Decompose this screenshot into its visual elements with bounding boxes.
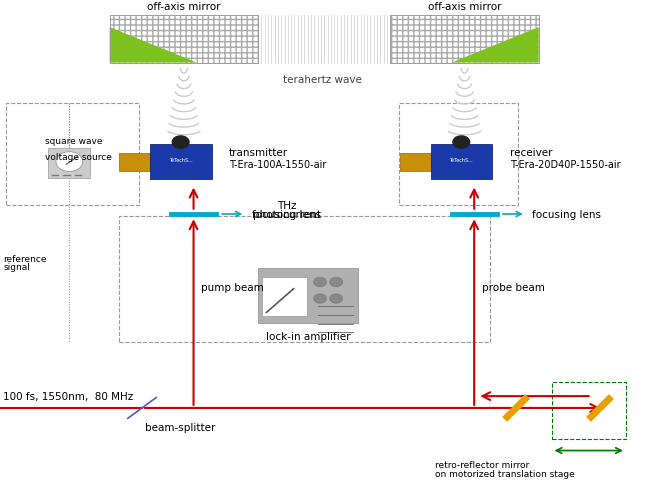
Circle shape xyxy=(453,137,470,149)
Circle shape xyxy=(313,277,326,287)
Bar xyxy=(390,16,539,63)
Text: voltage source: voltage source xyxy=(45,152,112,161)
Bar xyxy=(48,148,90,179)
Text: reference: reference xyxy=(3,255,47,264)
Text: on motorized translation stage: on motorized translation stage xyxy=(436,469,575,479)
Text: TeTechS...: TeTechS... xyxy=(450,158,473,163)
Circle shape xyxy=(172,137,189,149)
Text: photocurrent: photocurrent xyxy=(253,210,321,219)
Text: beam-splitter: beam-splitter xyxy=(145,422,216,432)
Polygon shape xyxy=(452,28,539,63)
Circle shape xyxy=(330,294,343,304)
Text: off-axis mirror: off-axis mirror xyxy=(147,1,220,12)
Bar xyxy=(110,16,258,63)
Circle shape xyxy=(313,294,326,304)
Text: T-Era-20D40P-1550-air: T-Era-20D40P-1550-air xyxy=(510,160,620,170)
Bar xyxy=(258,269,358,323)
Text: TeTechS...: TeTechS... xyxy=(169,158,192,163)
Text: transmitter: transmitter xyxy=(229,147,288,157)
Bar xyxy=(258,16,390,63)
Bar xyxy=(390,16,539,63)
Text: THz: THz xyxy=(278,200,297,210)
Circle shape xyxy=(330,277,343,287)
Bar xyxy=(552,382,626,439)
Bar xyxy=(110,16,258,63)
Text: focusing lens: focusing lens xyxy=(252,210,320,219)
Text: focusing lens: focusing lens xyxy=(532,210,601,219)
Bar xyxy=(110,16,258,63)
Text: terahertz wave: terahertz wave xyxy=(283,75,362,85)
Bar xyxy=(262,277,307,316)
Bar xyxy=(398,104,518,205)
Text: 100 fs, 1550nm,  80 MHz: 100 fs, 1550nm, 80 MHz xyxy=(3,391,133,401)
Text: signal: signal xyxy=(3,262,30,271)
Text: lock-in amplifier: lock-in amplifier xyxy=(266,332,350,342)
Bar xyxy=(6,104,138,205)
Text: pump beam: pump beam xyxy=(202,283,264,293)
Bar xyxy=(390,16,539,63)
Bar xyxy=(120,154,150,172)
Text: probe beam: probe beam xyxy=(482,283,545,293)
Text: retro-reflector mirror: retro-reflector mirror xyxy=(436,460,530,469)
Bar xyxy=(150,144,212,180)
Polygon shape xyxy=(110,28,197,63)
Text: receiver: receiver xyxy=(510,147,552,157)
Text: off-axis mirror: off-axis mirror xyxy=(428,1,501,12)
Text: square wave: square wave xyxy=(45,137,103,146)
Bar xyxy=(400,154,431,172)
Bar xyxy=(120,217,490,342)
Circle shape xyxy=(56,153,83,172)
Bar xyxy=(431,144,492,180)
Text: T-Era-100A-1550-air: T-Era-100A-1550-air xyxy=(229,160,326,170)
